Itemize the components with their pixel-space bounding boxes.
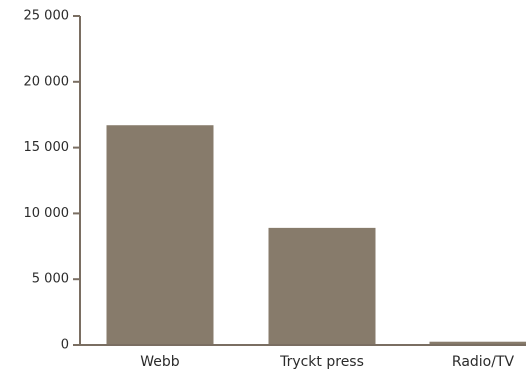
y-tick-label: 10 000 <box>24 206 70 221</box>
y-tick-label: 25 000 <box>24 9 70 24</box>
bars <box>106 125 526 344</box>
bar-webb <box>106 125 214 344</box>
x-category-label: Tryckt press <box>279 354 364 370</box>
x-axis-labels: Webb Tryckt press Radio/TV <box>140 354 514 370</box>
x-category-label: Radio/TV <box>452 354 515 370</box>
y-axis-ticks: 0 5 000 10 000 15 000 20 000 25 000 <box>24 9 80 353</box>
y-tick-label: 5 000 <box>32 272 69 287</box>
y-tick-label: 20 000 <box>24 74 70 89</box>
y-tick-label: 0 <box>61 338 69 353</box>
bar-tryckt-press <box>268 227 376 344</box>
y-tick-label: 15 000 <box>24 140 70 155</box>
x-category-label: Webb <box>140 354 180 370</box>
bar-radio-tv <box>429 341 526 344</box>
